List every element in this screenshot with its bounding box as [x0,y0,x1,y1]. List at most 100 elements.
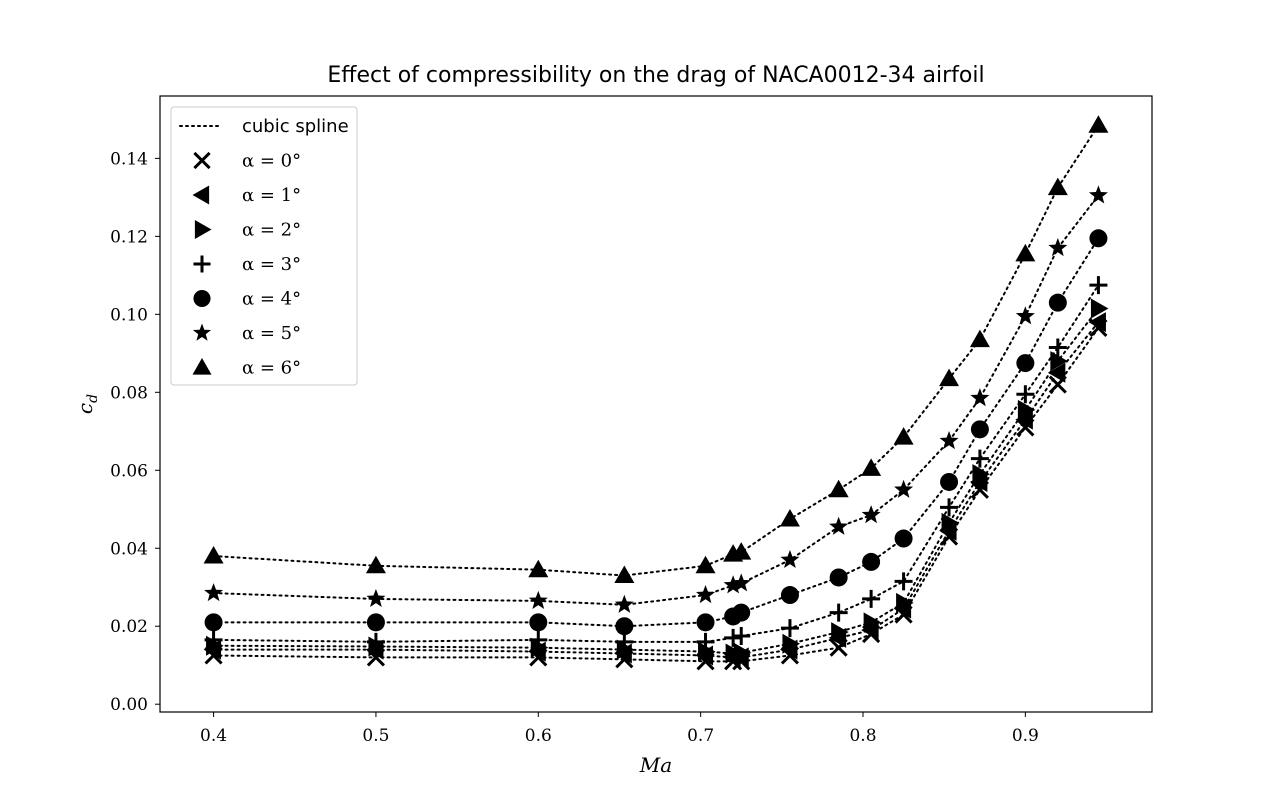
data-point [862,589,881,608]
data-point [1048,238,1068,257]
data-point [779,509,800,527]
data-point [204,583,224,602]
data-point [732,626,751,645]
data-point [939,368,960,387]
series-3 [204,276,1108,651]
data-point [1048,293,1067,312]
data-point [1047,177,1068,196]
legend-marker [193,289,211,308]
chart-title: Effect of compressibility on the drag of… [327,63,984,88]
y-tick-label: 0.04 [110,539,148,559]
y-tick-label: 0.08 [110,383,148,403]
series-line [212,237,1100,628]
data-point [896,592,914,613]
series-line [212,321,1100,659]
data-point [1088,115,1109,133]
legend-item: α = 6° [192,358,301,379]
data-point [733,642,752,663]
data-point [366,632,385,651]
data-point [1015,243,1036,262]
legend-item: α = 1° [192,185,301,206]
x-tick-label: 0.4 [200,726,227,746]
data-point [529,613,548,632]
data-point [696,585,716,604]
legend-label: α = 5° [242,323,301,344]
data-point [528,559,549,578]
legend-label: α = 3° [242,254,301,275]
data-point [1016,385,1035,404]
x-axis-ticks: 0.4 0.5 0.6 0.7 0.8 0.9 [200,712,1039,746]
legend-label: α = 6° [242,358,301,379]
data-point [1089,229,1108,248]
data-point [724,628,743,647]
data-point [780,586,799,605]
legend-item: α = 5° [192,323,301,344]
y-tick-label: 0.12 [110,227,148,247]
data-point [893,427,914,445]
y-axis-label-subscript: d [85,394,101,403]
legend-marker [192,185,210,205]
x-tick-label: 0.9 [1012,726,1039,746]
series-line [212,194,1100,606]
data-point [894,572,913,591]
series-line [212,124,1100,577]
legend-frame [170,106,358,386]
data-point [614,565,635,584]
legend-label: α = 0° [242,151,301,172]
data-point [204,630,223,649]
data-point [969,329,990,348]
legend-label: α = 4° [242,289,301,310]
data-point [1090,298,1109,319]
data-point [861,505,881,524]
data-point [829,568,848,587]
data-point [940,472,959,491]
x-tick-label: 0.7 [687,726,714,746]
series-4 [204,229,1108,636]
data-point [614,594,634,613]
data-point [863,612,882,633]
data-point [366,613,385,632]
data-point [615,632,634,651]
legend-marker [194,220,212,239]
data-point [1016,354,1035,373]
series-line [212,307,1100,655]
data-point [894,479,914,498]
legend-item: cubic spline [179,116,349,137]
data-point [615,617,634,636]
x-axis-label: Ma [639,753,672,777]
data-point [829,516,849,535]
legend-marker [193,255,211,273]
data-point [829,603,848,622]
legend-label: α = 1° [242,185,301,206]
data-point [696,613,715,632]
data-point [941,512,960,533]
data-point [939,431,959,450]
legend-item: α = 2° [194,220,301,241]
x-tick-label: 0.8 [849,726,876,746]
legend: cubic spline α = 0° α = 1° α = 2° α = 3° α = … [170,106,358,386]
data-point [894,529,913,548]
series-line [212,284,1100,643]
data-point [1015,306,1035,325]
legend-marker [193,151,211,170]
data-point [723,575,743,594]
data-point [731,573,751,592]
y-tick-label: 0.00 [110,695,148,715]
y-tick-label: 0.02 [110,617,148,637]
data-point [203,546,224,564]
y-tick-label: 0.06 [110,461,148,481]
data-point [1048,338,1067,357]
axes-frame [159,95,1153,713]
legend-label: cubic spline [242,116,349,137]
data-point [696,632,715,651]
legend-marker [192,358,212,375]
data-point [366,588,386,608]
data-point [1088,185,1108,204]
data-point [828,479,849,498]
data-point [780,549,800,569]
data-point [972,464,990,485]
data-point [529,630,548,649]
series-line [212,326,1100,663]
data-point [528,590,548,609]
